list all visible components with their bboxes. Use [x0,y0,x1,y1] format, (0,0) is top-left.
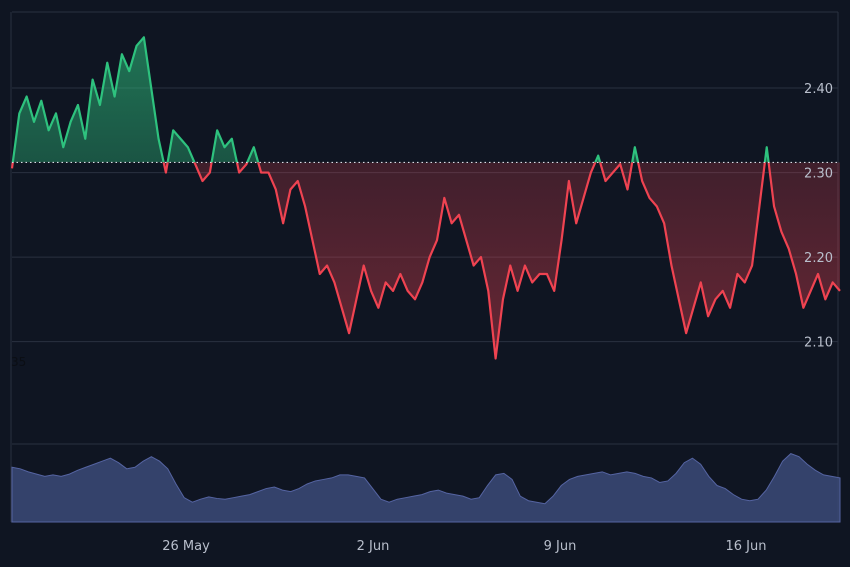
x-tick-label: 16 Jun [726,539,767,554]
y-tick-label: 2.40 [804,82,833,97]
stray-label: 35 [11,355,26,369]
area-fill [12,37,840,359]
area-fill-up [12,37,769,163]
y-tick-label: 2.10 [804,336,833,351]
series-line-up [11,36,770,163]
series-line-down [10,162,841,360]
x-axis: 26 May 2 Jun 9 Jun 16 Jun [162,539,766,554]
volume-area [11,453,841,523]
price-line [10,36,841,360]
x-tick-label: 26 May [162,539,210,554]
y-tick-label: 2.30 [804,167,833,182]
y-axis: 2.10 2.20 2.30 2.40 [804,82,833,351]
x-tick-label: 2 Jun [357,539,390,554]
x-tick-label: 9 Jun [544,539,577,554]
volume-area-path [11,453,841,523]
area-fill-down [12,162,840,359]
y-tick-label: 2.20 [804,251,833,266]
